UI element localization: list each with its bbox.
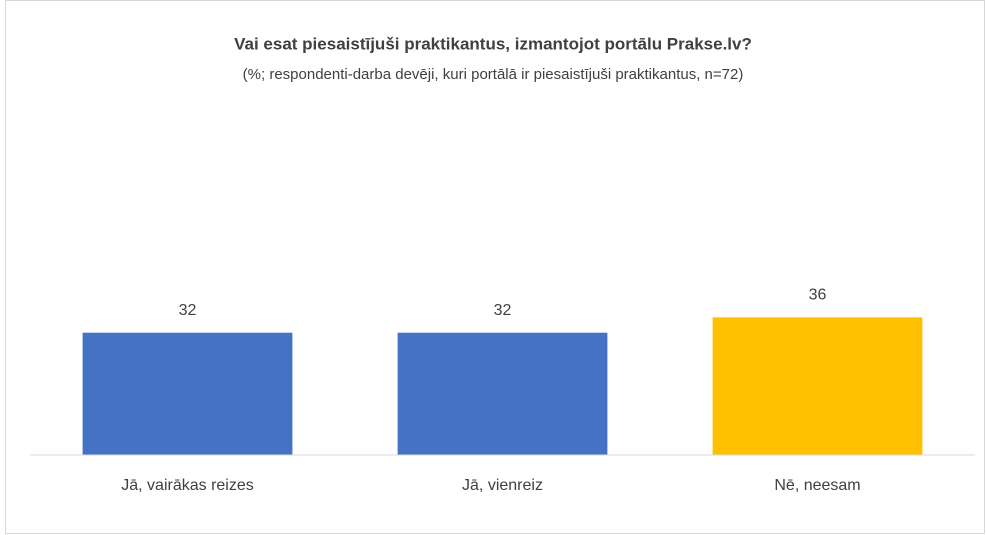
value-label: 32 <box>494 302 512 319</box>
value-label: 32 <box>179 302 197 319</box>
chart-subtitle: (%; respondenti-darba devēji, kuri portā… <box>243 66 744 83</box>
chart-title: Vai esat piesaistījuši praktikantus, izm… <box>234 34 752 53</box>
value-label: 36 <box>809 287 827 304</box>
bar <box>397 332 608 455</box>
x-tick-label: Nē, neesam <box>774 477 860 494</box>
x-tick-label: Jā, vairākas reizes <box>121 477 254 494</box>
bar <box>82 332 293 455</box>
x-tick-label: Jā, vienreiz <box>462 477 543 494</box>
bar <box>712 317 923 455</box>
